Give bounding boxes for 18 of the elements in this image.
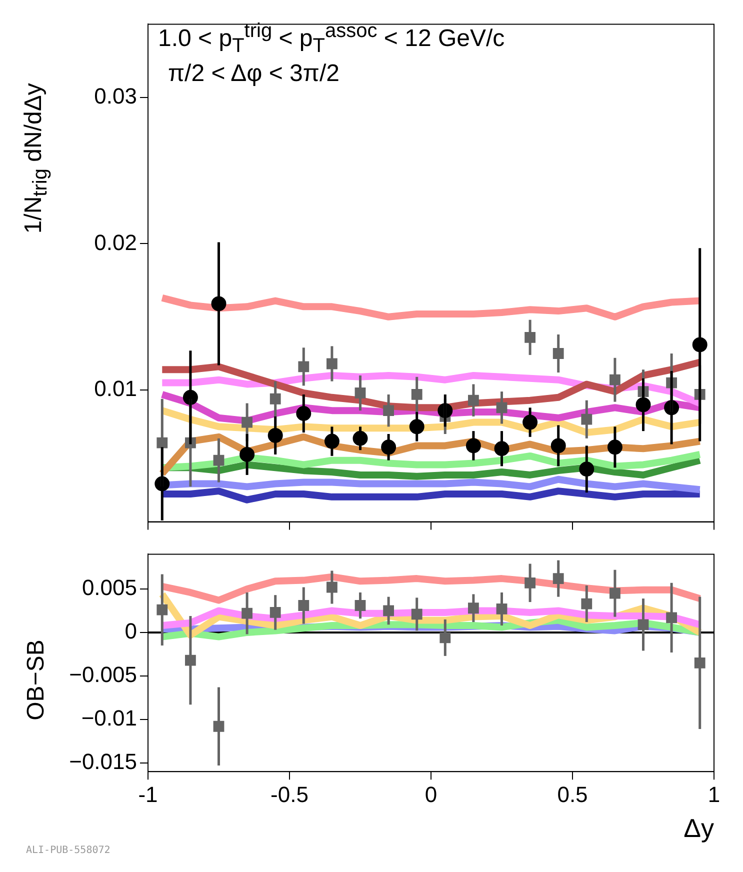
y-tick-label: −0.01 bbox=[81, 705, 137, 730]
x-tick-label: -0.5 bbox=[270, 782, 308, 807]
x-tick-label: 0.5 bbox=[557, 782, 588, 807]
y-tick-label: 0.005 bbox=[82, 575, 137, 600]
y-tick-label: 0.03 bbox=[94, 83, 137, 108]
y-tick-label: 0.02 bbox=[94, 230, 137, 255]
text: ALI-PUB-558072 bbox=[26, 845, 110, 856]
y-tick-label: −0.005 bbox=[69, 662, 137, 688]
x-tick-label: 0 bbox=[424, 782, 438, 807]
y-tick-label: 0 bbox=[124, 618, 137, 644]
annotation: π/2 < Δφ < 3π/2 bbox=[168, 60, 340, 88]
x-axis-title: Δy bbox=[684, 813, 714, 844]
y-tick-label: 0.01 bbox=[94, 376, 137, 402]
x-tick-label: -1 bbox=[138, 782, 158, 807]
x-tick-label: 1 bbox=[708, 782, 720, 807]
y-axis-title: OB−SB bbox=[22, 640, 50, 720]
annotation: 1.0 < p$_{T}$$^{trig}$ < p$_{T}$$^{assoc}$ < 12 GeV/c bbox=[158, 20, 505, 58]
y-tick-label: −0.015 bbox=[69, 748, 137, 774]
